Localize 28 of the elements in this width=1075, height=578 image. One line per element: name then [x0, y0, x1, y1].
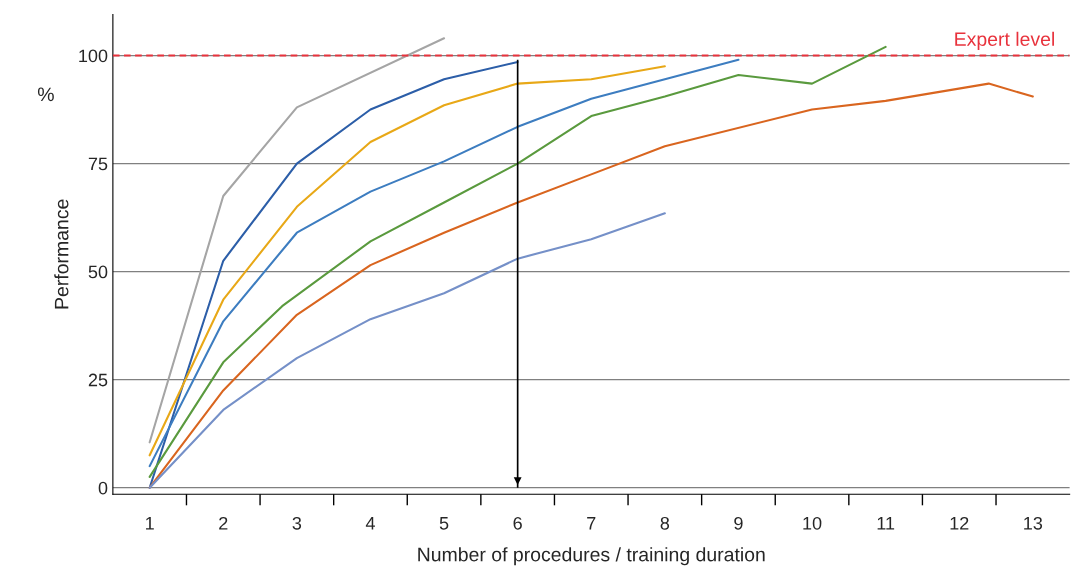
x-tick-label: 11: [877, 517, 895, 530]
line-series: [148, 65, 666, 457]
x-tick-label: 13: [1024, 516, 1043, 530]
x-tick-label: 5: [439, 517, 449, 530]
line-series: [148, 212, 666, 489]
y-tick-label: 50: [88, 265, 108, 279]
x-tick-label: 3: [292, 516, 302, 530]
text: %: [37, 87, 54, 102]
line-series: [148, 58, 740, 468]
y-tick-label: 0: [98, 481, 108, 495]
x-tick-label: 1: [146, 517, 154, 530]
line-series: [148, 45, 887, 478]
y-tick-label: 75: [88, 157, 108, 171]
x-tick-label: 8: [660, 516, 670, 530]
x-axis-title: Number of procedures / training duration: [418, 547, 765, 566]
x-tick-label: 7: [587, 517, 596, 530]
x-tick-label: 9: [734, 516, 743, 530]
x-tick-label: 12: [950, 516, 969, 530]
x-tick-label: 6: [513, 516, 522, 530]
line-series: [148, 37, 446, 444]
y-axis-title: Performance: [54, 199, 69, 309]
y-tick-label: 100: [79, 49, 108, 63]
line-series: [148, 60, 519, 489]
x-tick-label: 2: [219, 516, 228, 530]
x-tick-label: 10: [803, 516, 822, 530]
x-tick-label: 4: [365, 517, 375, 530]
y-tick-label: 25: [88, 373, 108, 387]
ref-line-label: Expert level: [955, 31, 1054, 50]
